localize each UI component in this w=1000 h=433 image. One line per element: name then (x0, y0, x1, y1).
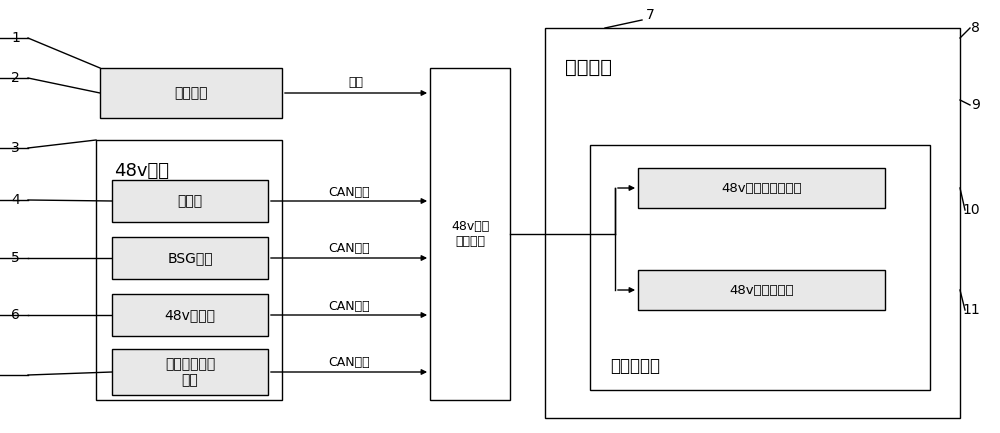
Text: 48v系统: 48v系统 (114, 162, 169, 180)
Text: CAN总线: CAN总线 (328, 356, 370, 369)
Text: 48v已增加里程: 48v已增加里程 (729, 284, 794, 297)
Bar (96, 140, 282, 400)
Text: 混合动力控制
单元: 混合动力控制 单元 (165, 357, 215, 387)
Text: 1: 1 (11, 31, 20, 45)
Text: 5: 5 (11, 251, 20, 265)
Text: 3: 3 (11, 141, 20, 155)
Text: 发动机: 发动机 (177, 194, 203, 208)
Text: 48v节油
计算模块: 48v节油 计算模块 (451, 220, 489, 248)
Bar (430, 68, 510, 400)
Bar (545, 28, 960, 418)
Text: 硬线: 硬线 (349, 77, 364, 90)
Bar (638, 270, 885, 310)
Text: CAN总线: CAN总线 (328, 300, 370, 313)
Text: CAN总线: CAN总线 (328, 242, 370, 255)
Bar (638, 168, 885, 208)
Text: 2: 2 (11, 71, 20, 85)
Text: 点火开关: 点火开关 (174, 86, 208, 100)
Text: 48v锂电池: 48v锂电池 (164, 308, 216, 322)
Text: 11: 11 (962, 303, 980, 317)
Text: 6: 6 (11, 308, 20, 322)
Text: 仪表总成: 仪表总成 (565, 58, 612, 77)
Text: 4: 4 (11, 193, 20, 207)
Bar (590, 145, 930, 390)
Bar (112, 237, 268, 279)
Bar (112, 294, 268, 336)
Text: 48v本次节油百分比: 48v本次节油百分比 (721, 181, 802, 194)
Text: 仪表液晶屏: 仪表液晶屏 (610, 357, 660, 375)
Text: 7: 7 (646, 8, 654, 22)
Text: CAN总线: CAN总线 (328, 185, 370, 198)
Text: BSG电机: BSG电机 (167, 251, 213, 265)
Text: 8: 8 (971, 21, 980, 35)
Bar (112, 349, 268, 395)
Text: 10: 10 (962, 203, 980, 217)
Text: 9: 9 (971, 98, 980, 112)
Bar (112, 180, 268, 222)
Bar (100, 68, 282, 118)
